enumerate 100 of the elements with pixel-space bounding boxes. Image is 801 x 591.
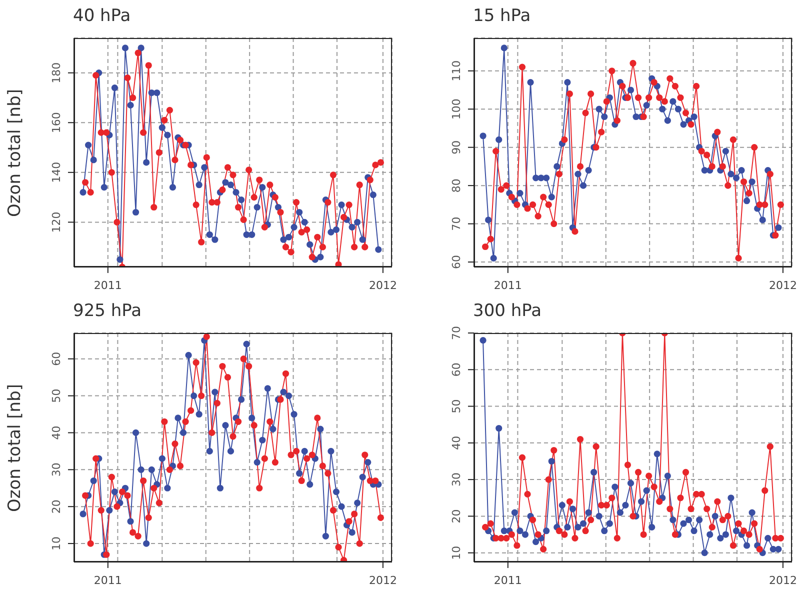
x-tick-label: 2012 <box>768 574 797 587</box>
x-tick-label: 2011 <box>494 574 522 587</box>
point <box>85 142 92 148</box>
point <box>264 385 271 392</box>
point <box>722 148 729 154</box>
point <box>585 166 592 174</box>
point <box>92 455 100 462</box>
point <box>317 426 324 432</box>
point <box>272 194 278 201</box>
point <box>359 474 366 480</box>
point <box>508 194 515 200</box>
point <box>150 484 158 492</box>
point <box>574 170 582 178</box>
point <box>640 531 647 538</box>
y-axis-title: Ozon total [nb] <box>5 384 25 512</box>
point <box>558 502 566 509</box>
point <box>203 333 210 340</box>
point <box>82 179 89 186</box>
point <box>354 500 361 506</box>
point <box>196 182 202 188</box>
point <box>766 170 774 178</box>
point <box>328 228 334 236</box>
point <box>372 477 379 484</box>
point <box>332 226 340 233</box>
point <box>306 481 314 488</box>
point <box>201 164 208 171</box>
x-tick-label: 2011 <box>94 574 122 587</box>
point <box>145 514 152 521</box>
point <box>588 516 594 524</box>
point <box>330 172 337 178</box>
point <box>740 528 748 534</box>
y-tick-label: 70 <box>450 216 463 231</box>
point <box>728 170 734 178</box>
point <box>208 429 216 436</box>
point <box>777 201 784 208</box>
point <box>132 429 140 436</box>
point <box>540 194 547 200</box>
point <box>766 443 774 450</box>
point <box>176 462 184 470</box>
point <box>756 546 763 552</box>
point <box>248 231 256 238</box>
point <box>485 216 492 224</box>
point <box>285 234 292 240</box>
point <box>246 166 252 174</box>
point <box>314 234 321 240</box>
point <box>346 201 352 208</box>
point <box>243 340 250 348</box>
point <box>166 106 173 114</box>
point <box>182 418 189 425</box>
point <box>524 490 531 498</box>
point <box>356 182 363 188</box>
point <box>212 388 218 396</box>
point <box>132 208 140 216</box>
point <box>596 106 602 112</box>
y-tick-label: 70 <box>450 326 463 340</box>
point <box>124 492 131 499</box>
point <box>601 528 608 534</box>
point <box>116 256 124 263</box>
point <box>82 492 89 499</box>
point <box>335 544 342 551</box>
point <box>540 546 547 552</box>
point <box>285 392 292 400</box>
point <box>306 241 314 248</box>
point <box>777 534 784 542</box>
point <box>351 244 358 250</box>
point <box>114 503 120 510</box>
point <box>664 472 671 480</box>
point <box>529 201 536 208</box>
point <box>176 136 184 144</box>
point <box>514 542 520 549</box>
point <box>230 433 236 440</box>
point <box>598 128 605 136</box>
point <box>188 162 194 168</box>
chart-title: 40 hPa <box>73 6 131 26</box>
point <box>266 418 274 425</box>
point <box>666 506 674 512</box>
point <box>627 480 634 487</box>
point <box>775 546 782 552</box>
point <box>129 94 136 102</box>
point <box>127 102 134 109</box>
point <box>643 102 650 109</box>
point <box>561 531 568 538</box>
point <box>656 94 663 101</box>
point <box>234 418 242 425</box>
point <box>234 204 242 211</box>
point <box>293 448 300 454</box>
point <box>719 516 726 524</box>
point <box>532 538 540 546</box>
point <box>338 503 345 510</box>
point <box>556 170 562 178</box>
point <box>592 443 600 450</box>
point <box>580 520 587 527</box>
point <box>190 392 198 400</box>
point <box>664 117 671 124</box>
point <box>180 429 187 436</box>
point <box>282 370 290 377</box>
point <box>650 484 658 490</box>
point <box>92 72 100 79</box>
point <box>508 531 515 538</box>
point <box>598 502 605 509</box>
